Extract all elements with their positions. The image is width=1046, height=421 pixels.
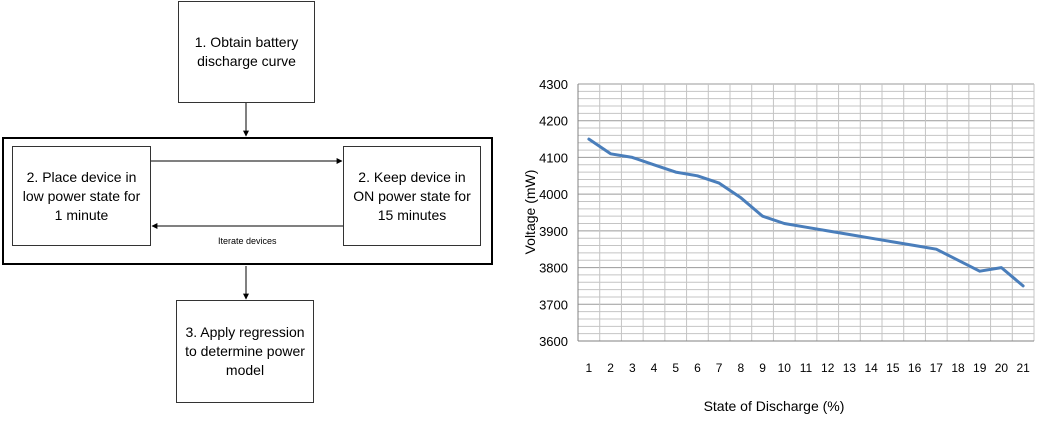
y-tick-label: 4200 (539, 114, 568, 129)
x-tick-label: 11 (800, 361, 813, 375)
x-tick-label: 18 (951, 361, 965, 375)
series-line (587, 137, 1025, 288)
x-tick-label: 9 (759, 361, 766, 375)
y-tick-label: 3900 (539, 224, 568, 239)
y-tick-label: 4000 (539, 187, 568, 202)
y-tick-label: 3700 (539, 297, 568, 312)
y-tick-labels: 3600 3700 3800 3900 4000 4100 4200 4300 (539, 77, 568, 349)
chart-gridlines (577, 83, 1035, 341)
low-power-node: 2. Place device in low power state for 1… (12, 146, 151, 246)
x-tick-label: 5 (672, 361, 679, 375)
x-tick-label: 7 (716, 361, 723, 375)
x-tick-label: 15 (886, 361, 900, 375)
x-tick-label: 10 (778, 361, 792, 375)
y-tick-label: 4300 (539, 77, 568, 92)
flow-connectors (151, 103, 343, 300)
obtain-curve-node: 1. Obtain battery discharge curve (178, 1, 315, 103)
x-tick-label: 19 (973, 361, 987, 375)
y-tick-label: 4100 (539, 150, 568, 165)
x-tick-label: 8 (738, 361, 745, 375)
x-tick-label: 12 (821, 361, 835, 375)
y-tick-label: 3600 (539, 334, 568, 349)
x-axis-title: State of Discharge (%) (704, 398, 845, 414)
on-power-node: 2. Keep device in ON power state for 15 … (343, 146, 481, 246)
x-tick-labels: 1 2 3 4 5 6 7 8 9 10 11 12 13 14 15 16 17 18 19 20 21 (586, 361, 1031, 375)
x-tick-label: 6 (694, 361, 701, 375)
x-tick-label: 1 (586, 361, 593, 375)
y-tick-label: 3800 (539, 261, 568, 276)
x-tick-label: 21 (1016, 361, 1030, 375)
x-tick-label: 17 (930, 361, 944, 375)
x-tick-label: 13 (843, 361, 857, 375)
x-tick-label: 16 (908, 361, 922, 375)
iteration-loop-frame (2, 137, 493, 265)
x-tick-label: 2 (607, 361, 614, 375)
x-tick-label: 4 (651, 361, 658, 375)
y-axis-title: Voltage (mW) (522, 170, 538, 255)
regression-node: 3. Apply regression to determine power m… (176, 300, 314, 403)
x-tick-label: 3 (629, 361, 636, 375)
x-tick-label: 14 (864, 361, 878, 375)
x-tick-label: 20 (995, 361, 1009, 375)
iterate-devices-label: Iterate devices (218, 236, 277, 246)
